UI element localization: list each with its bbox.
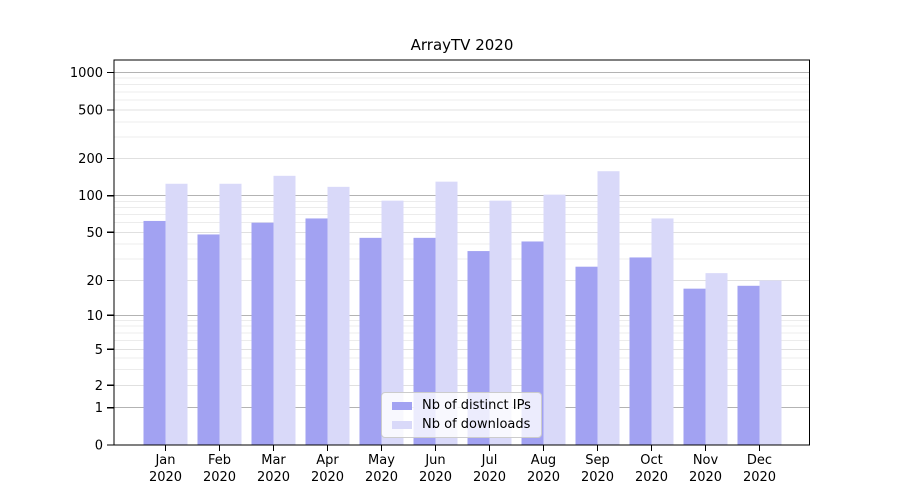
- x-tick-label-year: 2020: [419, 470, 452, 485]
- legend: Nb of distinct IPs Nb of downloads: [381, 392, 542, 438]
- x-tick-label-year: 2020: [365, 470, 398, 485]
- legend-label-downloads: Nb of downloads: [422, 417, 531, 432]
- x-tick-label-month: Mar: [261, 453, 286, 468]
- legend-item-distinct-ips: Nb of distinct IPs: [392, 397, 531, 414]
- x-tick-label-year: 2020: [635, 470, 668, 485]
- bar: [705, 273, 728, 445]
- y-tick-label: 5: [95, 343, 103, 358]
- x-tick-label-year: 2020: [311, 470, 344, 485]
- x-tick-label-month: Aug: [531, 453, 556, 468]
- bar: [683, 288, 706, 445]
- bar: [737, 285, 760, 445]
- x-tick-label-year: 2020: [581, 470, 614, 485]
- bar: [543, 194, 566, 445]
- chart-title: ArrayTV 2020: [410, 36, 514, 54]
- y-tick-label: 1000: [70, 66, 103, 81]
- plot-frame: [113, 59, 811, 446]
- x-tick-label-year: 2020: [257, 470, 290, 485]
- x-tick-label-year: 2020: [689, 470, 722, 485]
- bar: [305, 218, 328, 445]
- bar: [575, 266, 598, 445]
- bar: [759, 280, 782, 445]
- bar: [219, 183, 242, 445]
- y-tick-label: 20: [86, 274, 103, 289]
- bar: [165, 183, 188, 445]
- x-tick-label-month: Jul: [481, 453, 498, 468]
- y-tick-label: 500: [78, 104, 103, 119]
- legend-swatch-downloads: [392, 420, 412, 429]
- x-tick-label-year: 2020: [743, 470, 776, 485]
- y-tick-label: 0: [95, 439, 103, 454]
- bar: [197, 234, 220, 445]
- x-tick-label-month: Sep: [585, 453, 610, 468]
- legend-swatch-distinct-ips: [392, 401, 412, 410]
- x-tick-label-month: Apr: [316, 453, 339, 468]
- legend-label-distinct-ips: Nb of distinct IPs: [422, 398, 531, 413]
- x-tick-label-month: Oct: [640, 453, 662, 468]
- bar: [629, 257, 652, 445]
- x-tick-label-month: May: [368, 453, 395, 468]
- bar: [273, 175, 296, 445]
- x-tick-label-year: 2020: [203, 470, 236, 485]
- x-tick-label-month: Nov: [693, 453, 719, 468]
- legend-item-downloads: Nb of downloads: [392, 416, 531, 433]
- x-tick-label-year: 2020: [149, 470, 182, 485]
- bar: [251, 222, 274, 445]
- y-tick-label: 2: [95, 379, 103, 394]
- bar: [143, 220, 166, 445]
- y-tick-label: 50: [86, 226, 103, 241]
- x-tick-label-month: Jun: [424, 453, 445, 468]
- bar: [651, 218, 674, 445]
- x-tick-label-month: Dec: [747, 453, 772, 468]
- bar: [359, 237, 382, 445]
- bar: [381, 200, 404, 445]
- y-tick-label: 10: [86, 309, 103, 324]
- y-tick-label: 1: [95, 401, 103, 416]
- bar: [435, 181, 458, 445]
- bar: [327, 186, 350, 445]
- x-tick-label-month: Jan: [154, 453, 175, 468]
- x-tick-label-year: 2020: [527, 470, 560, 485]
- x-tick-label-month: Feb: [208, 453, 231, 468]
- bar: [597, 171, 620, 445]
- y-tick-label: 200: [78, 152, 103, 167]
- bar: [489, 200, 512, 445]
- x-tick-label-year: 2020: [473, 470, 506, 485]
- y-tick-label: 100: [78, 189, 103, 204]
